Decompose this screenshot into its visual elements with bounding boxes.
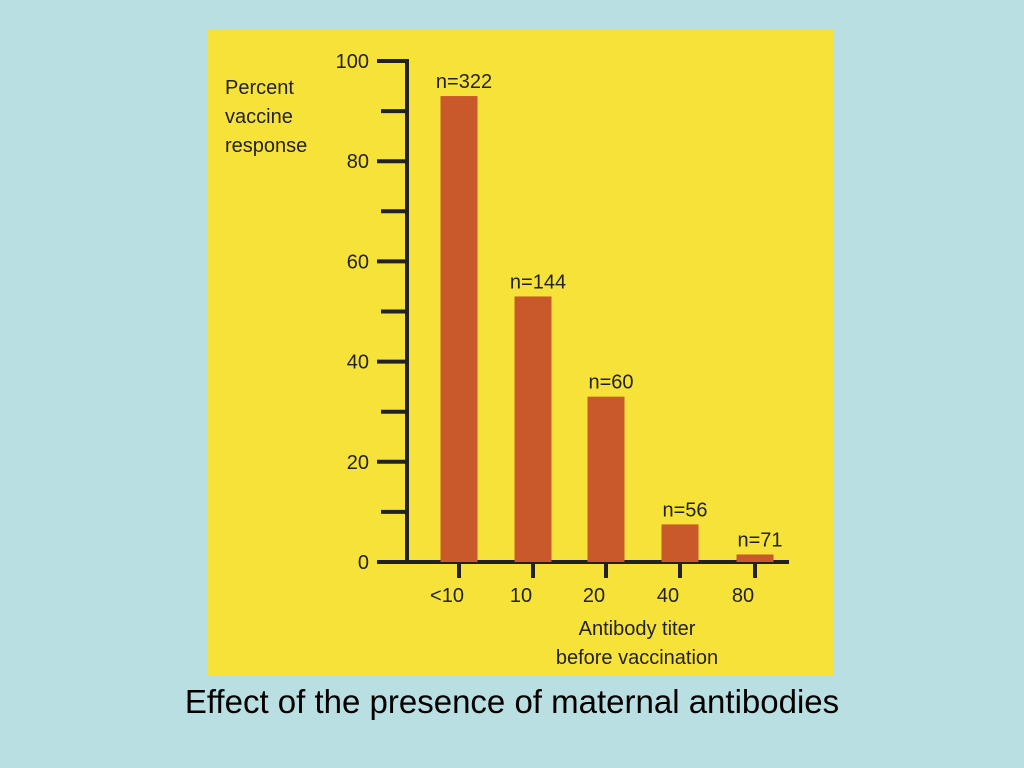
data-label: n=322: [436, 71, 492, 93]
bar: [587, 396, 625, 562]
slide-caption: Effect of the presence of maternal antib…: [184, 683, 840, 720]
x-tick-label: 10: [510, 585, 532, 607]
x-axis-label-line: Antibody titer: [579, 618, 696, 640]
data-label: n=60: [588, 372, 633, 394]
x-tick-label: 20: [583, 585, 605, 607]
bar-chart: Percent vaccine response Antibody titer …: [225, 51, 789, 669]
data-label: n=56: [662, 499, 707, 521]
y-tick-label: 80: [347, 151, 369, 173]
x-tick-label: 80: [732, 585, 754, 607]
y-axis-label: Percent vaccine response: [225, 77, 307, 157]
x-tick-label: 40: [657, 585, 679, 607]
y-axis-label-line: response: [225, 135, 307, 157]
bar: [661, 524, 699, 562]
y-tick-label: 0: [358, 552, 369, 574]
x-tick-label: <10: [430, 585, 464, 607]
y-tick-label: 60: [347, 251, 369, 273]
bar: [440, 96, 478, 562]
x-axis-label-line: before vaccination: [556, 647, 718, 669]
y-tick-label: 40: [347, 352, 369, 374]
y-axis-label-line: Percent: [225, 77, 294, 99]
figure-panel: Percent vaccine response Antibody titer …: [207, 30, 833, 675]
bar: [736, 554, 774, 562]
y-axis-label-line: vaccine: [225, 106, 293, 128]
data-label: n=144: [510, 271, 566, 293]
y-tick-label: 20: [347, 452, 369, 474]
data-label: n=71: [737, 529, 782, 551]
y-tick-label: 100: [336, 51, 369, 73]
bar: [514, 296, 552, 562]
x-axis-label: Antibody titer before vaccination: [556, 618, 718, 669]
